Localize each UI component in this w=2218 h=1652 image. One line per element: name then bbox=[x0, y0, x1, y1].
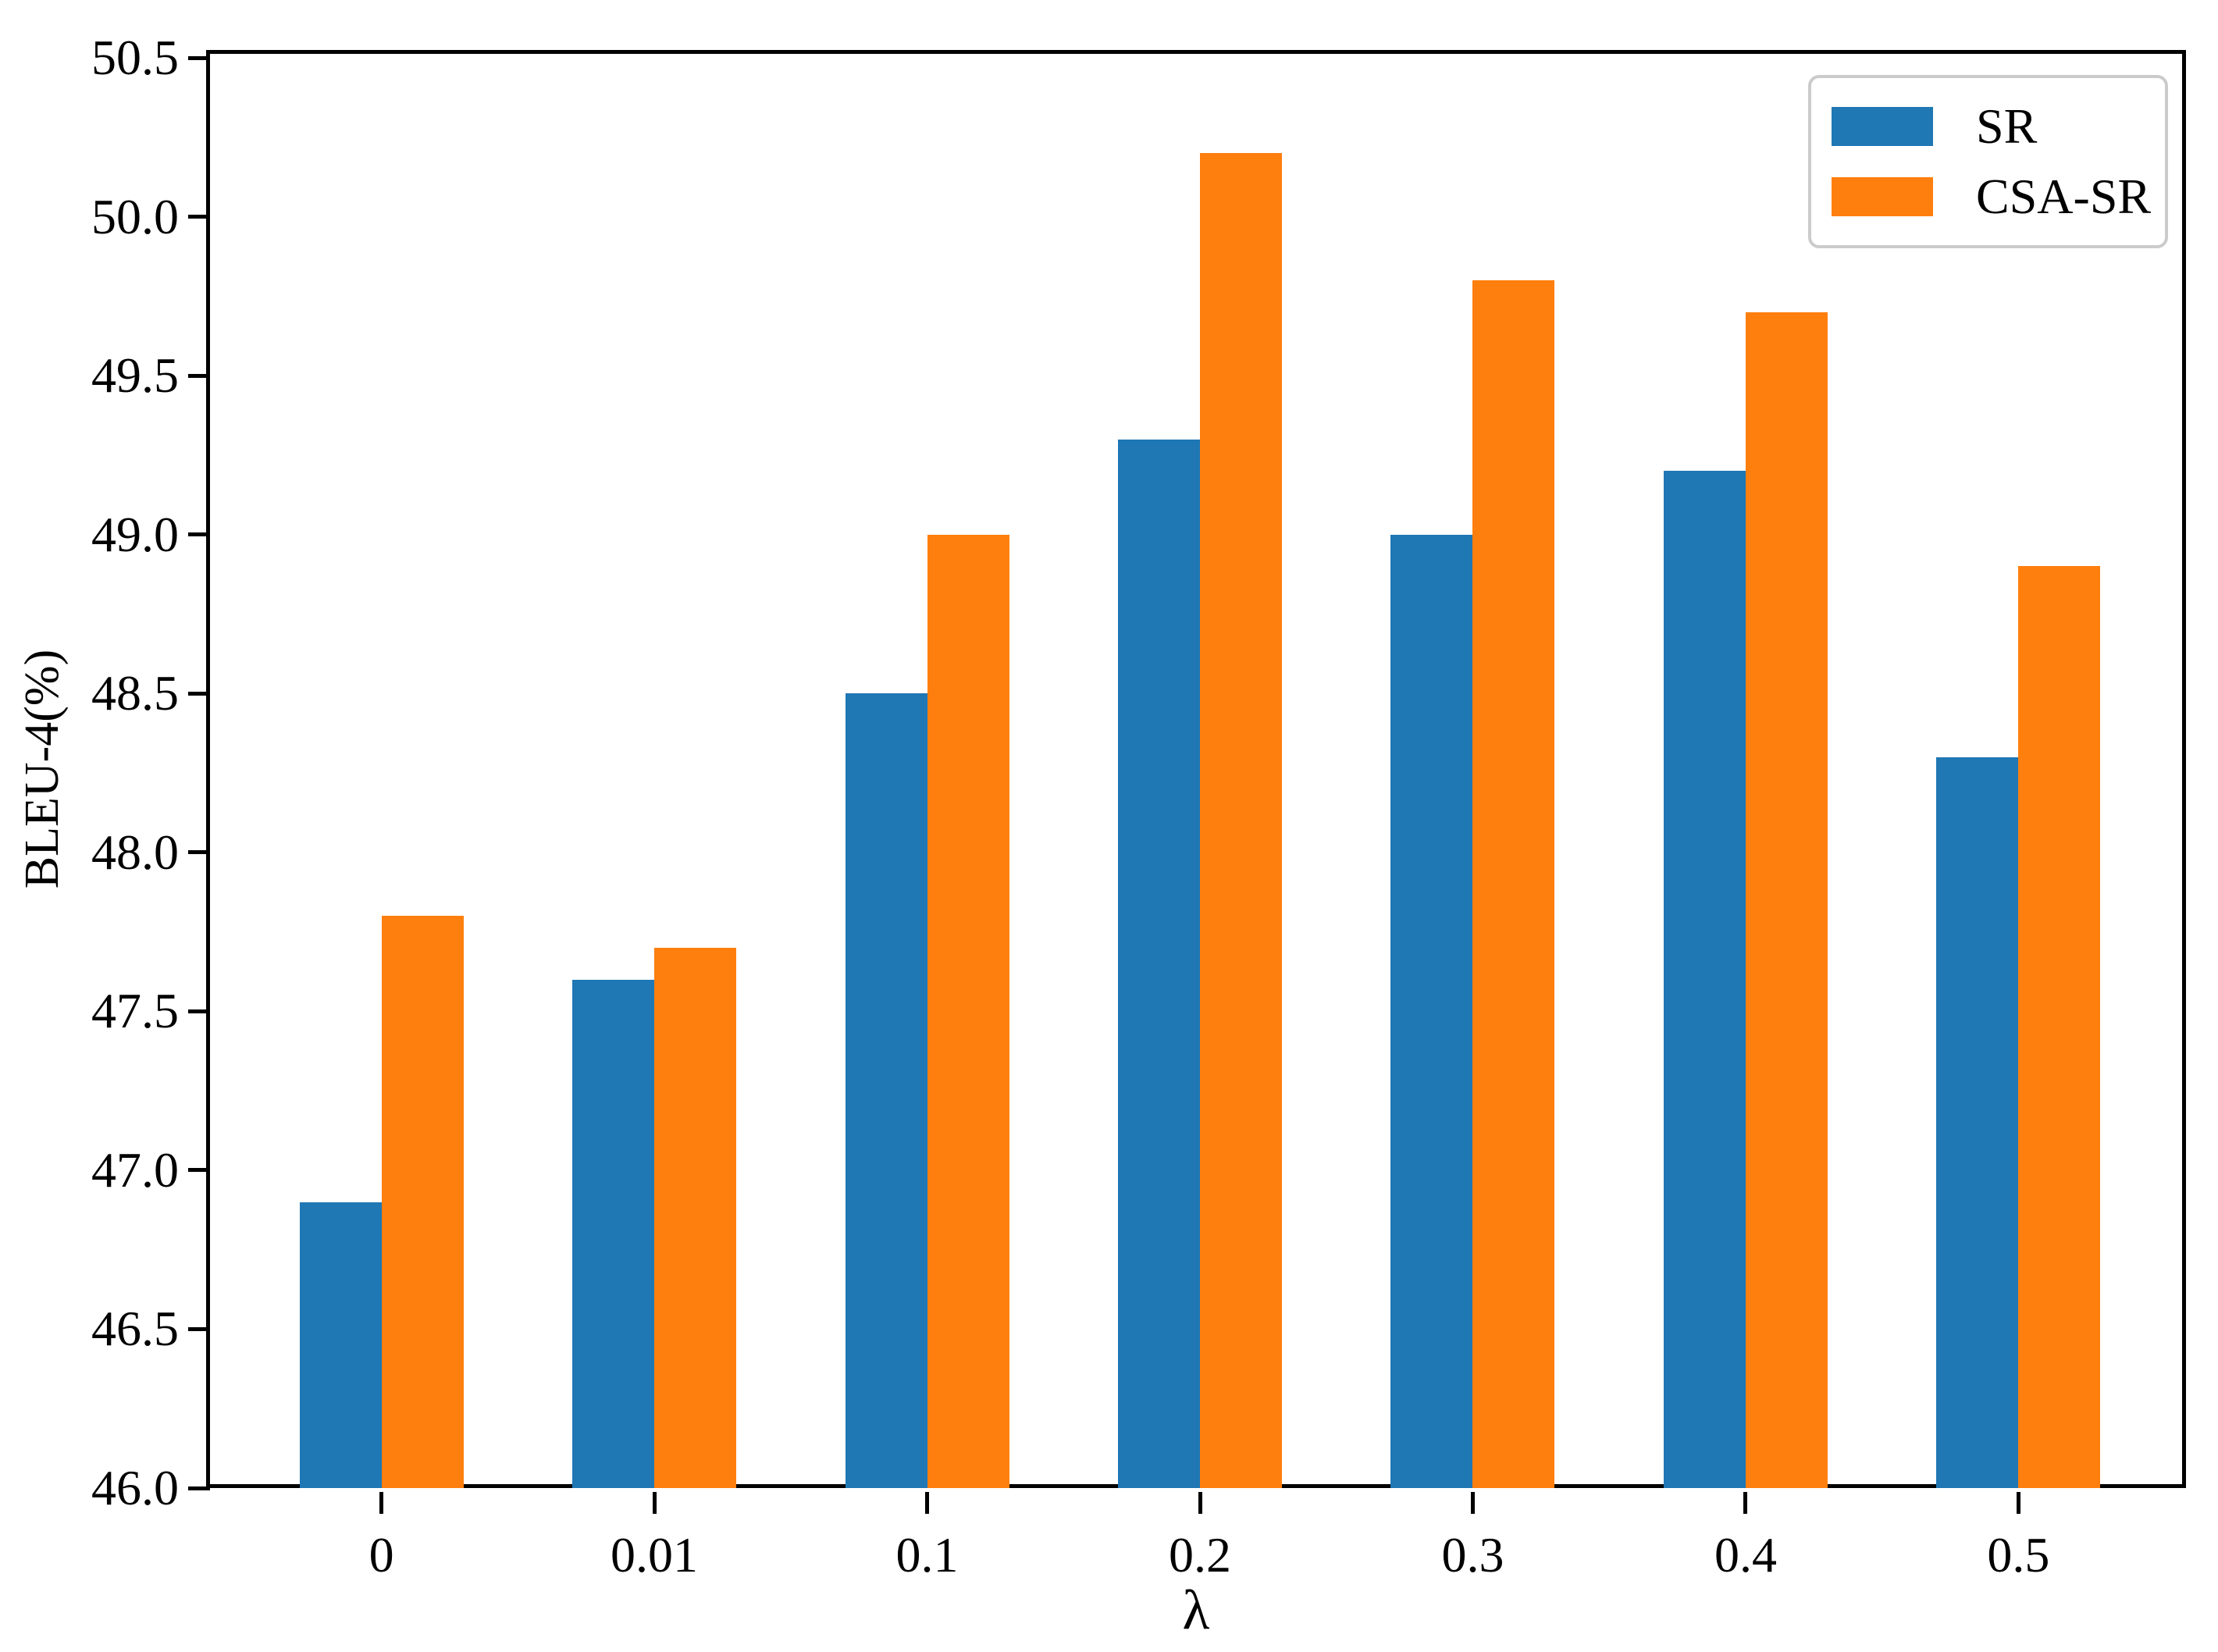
x-tick bbox=[652, 1492, 657, 1514]
bar-sr-0.2 bbox=[1118, 439, 1200, 1488]
x-tick-label: 0.4 bbox=[1714, 1527, 1777, 1583]
bar-csa-sr-0.4 bbox=[1745, 312, 1828, 1488]
legend: SR CSA-SR bbox=[1808, 75, 2168, 248]
y-tick-label: 49.5 bbox=[91, 347, 179, 404]
x-tick bbox=[2016, 1492, 2020, 1514]
bar-sr-0.5 bbox=[1936, 757, 2019, 1488]
sr-color-swatch bbox=[1832, 107, 1933, 146]
plot-area: 46.0 46.5 47.0 47.5 48.0 48.5 49.0 49.5 50.0 50.5… bbox=[91, 33, 2186, 1580]
y-tick-label: 46.5 bbox=[91, 1301, 179, 1357]
x-tick bbox=[1470, 1492, 1475, 1514]
bar-csa-sr-0.01 bbox=[654, 947, 737, 1488]
bar-sr-0.1 bbox=[845, 693, 927, 1488]
y-tick-label: 49.0 bbox=[91, 506, 179, 562]
y-tick bbox=[188, 55, 210, 60]
bar-csa-sr-0.3 bbox=[1472, 279, 1555, 1488]
y-tick bbox=[188, 1168, 210, 1173]
y-tick-label: 47.5 bbox=[91, 983, 179, 1039]
bar-sr-0 bbox=[299, 1202, 382, 1488]
bar-csa-sr-0.1 bbox=[927, 534, 1009, 1488]
y-tick-label: 50.5 bbox=[91, 30, 179, 85]
bar-sr-0.4 bbox=[1663, 471, 1746, 1488]
x-tick-label: 0.3 bbox=[1441, 1527, 1504, 1583]
y-tick-label: 47.0 bbox=[91, 1141, 179, 1198]
x-tick-label: 0.01 bbox=[611, 1527, 699, 1583]
legend-label-sr: SR bbox=[1976, 98, 2038, 154]
y-tick-label: 48.0 bbox=[91, 824, 179, 880]
x-tick bbox=[1743, 1492, 1748, 1514]
y-tick-label: 46.0 bbox=[91, 1460, 179, 1515]
x-tick bbox=[379, 1492, 384, 1514]
y-tick bbox=[188, 1486, 210, 1490]
x-axis-label: λ bbox=[1182, 1579, 1210, 1641]
y-tick bbox=[188, 373, 210, 378]
legend-item-sr: SR bbox=[1832, 101, 2165, 151]
y-tick bbox=[188, 1009, 210, 1013]
y-tick bbox=[188, 691, 210, 696]
x-tick-label: 0 bbox=[368, 1527, 394, 1583]
bar-sr-0.3 bbox=[1390, 534, 1473, 1488]
y-tick bbox=[188, 532, 210, 537]
y-tick bbox=[188, 215, 210, 219]
x-tick bbox=[1198, 1492, 1202, 1514]
y-tick bbox=[188, 1326, 210, 1331]
bar-csa-sr-0.2 bbox=[1200, 153, 1282, 1488]
y-axis-label: BLEU-4(%) bbox=[16, 649, 69, 889]
y-tick-label: 48.5 bbox=[91, 665, 179, 721]
legend-label-csa-sr: CSA-SR bbox=[1976, 169, 2152, 224]
legend-item-csa-sr: CSA-SR bbox=[1832, 172, 2165, 222]
bar-csa-sr-0.5 bbox=[2018, 566, 2101, 1488]
y-tick bbox=[188, 850, 210, 855]
x-tick bbox=[925, 1492, 930, 1514]
csa-sr-color-swatch bbox=[1832, 177, 1933, 216]
bar-sr-0.01 bbox=[572, 979, 655, 1488]
x-tick-label: 0.1 bbox=[895, 1527, 959, 1583]
x-tick-label: 0.5 bbox=[1987, 1527, 2050, 1583]
bar-csa-sr-0 bbox=[381, 916, 464, 1488]
y-tick-label: 50.0 bbox=[91, 188, 179, 244]
x-tick-label: 0.2 bbox=[1169, 1527, 1231, 1583]
